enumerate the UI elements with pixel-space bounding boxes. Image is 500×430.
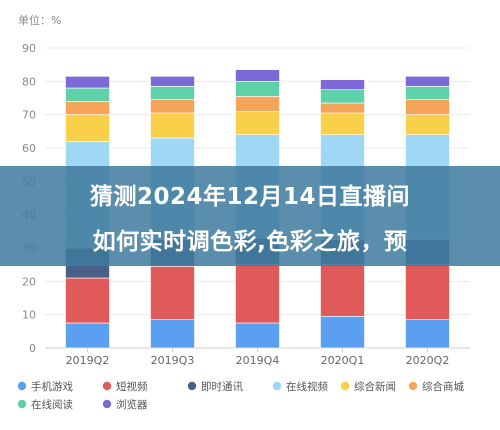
bar-segment (405, 114, 450, 135)
legend-label: 在线阅读 (31, 398, 73, 411)
bar-segment (150, 319, 195, 349)
bar-segment (150, 99, 195, 114)
x-tick-label: 2020Q1 (321, 354, 365, 367)
legend-marker (340, 381, 350, 391)
y-tick-label: 60 (22, 142, 36, 155)
y-tick-label: 80 (22, 75, 36, 88)
y-tick-label: 70 (22, 109, 36, 122)
bar-segment (150, 76, 195, 87)
bar-segment (235, 264, 280, 324)
legend-marker (408, 381, 418, 391)
legend-label: 浏览器 (116, 398, 148, 411)
bar-segment (235, 69, 280, 82)
y-tick-label: 0 (29, 342, 36, 355)
legend-marker (17, 381, 27, 391)
x-tick-label: 2020Q2 (406, 354, 450, 367)
legend-label: 综合新闻 (354, 380, 396, 393)
bar-segment (405, 86, 450, 100)
banner-title-line-1: 猜测2024年12月14日直播间 (89, 184, 411, 210)
bar-segment (405, 99, 450, 115)
bar-segment (65, 87, 110, 102)
bar-segment (65, 76, 110, 89)
legend-label: 即时通讯 (201, 380, 243, 393)
bar-segment (65, 101, 110, 115)
bar-segment (405, 264, 450, 320)
y-tick-label: 10 (22, 309, 36, 322)
bar-segment (150, 86, 195, 100)
unit-label: 单位：% (18, 13, 61, 27)
bar-segment (320, 112, 365, 135)
legend-marker (272, 381, 282, 391)
y-tick-label: 20 (22, 275, 36, 288)
bar-segment (235, 96, 280, 112)
x-axis-ticks: 2019Q2 2019Q3 2019Q4 2020Q1 2020Q2 (66, 348, 450, 367)
x-tick-label: 2019Q2 (66, 354, 110, 367)
legend-label: 在线视频 (286, 380, 328, 393)
bar-segment (320, 79, 365, 90)
bar-segment (150, 112, 195, 139)
bar-segment (320, 316, 365, 349)
legend-marker (187, 381, 197, 391)
bar-segment (320, 102, 365, 114)
bar-segment (320, 264, 365, 317)
title-banner (0, 166, 500, 266)
legend-marker (102, 399, 112, 409)
bar-segment (65, 322, 110, 349)
legend-label: 综合商城 (422, 380, 464, 393)
x-tick-label: 2019Q3 (151, 354, 195, 367)
banner-title-line-2: 如何实时调色彩,色彩之旅，预 (92, 229, 408, 255)
legend-marker (17, 399, 27, 409)
bar-segment (65, 277, 110, 324)
bar-segment (320, 89, 365, 104)
legend-label: 手机游戏 (31, 380, 73, 393)
bar-segment (235, 322, 280, 349)
y-tick-label: 90 (22, 42, 36, 55)
legend-marker (102, 381, 112, 391)
x-tick-label: 2019Q4 (236, 354, 280, 367)
bar-segment (405, 319, 450, 349)
bar-segment (405, 76, 450, 87)
legend-label: 短视频 (116, 380, 148, 393)
bar-segment (150, 266, 195, 320)
bar-segment (235, 81, 280, 97)
bar-segment (65, 114, 110, 142)
bar-segment (235, 111, 280, 135)
